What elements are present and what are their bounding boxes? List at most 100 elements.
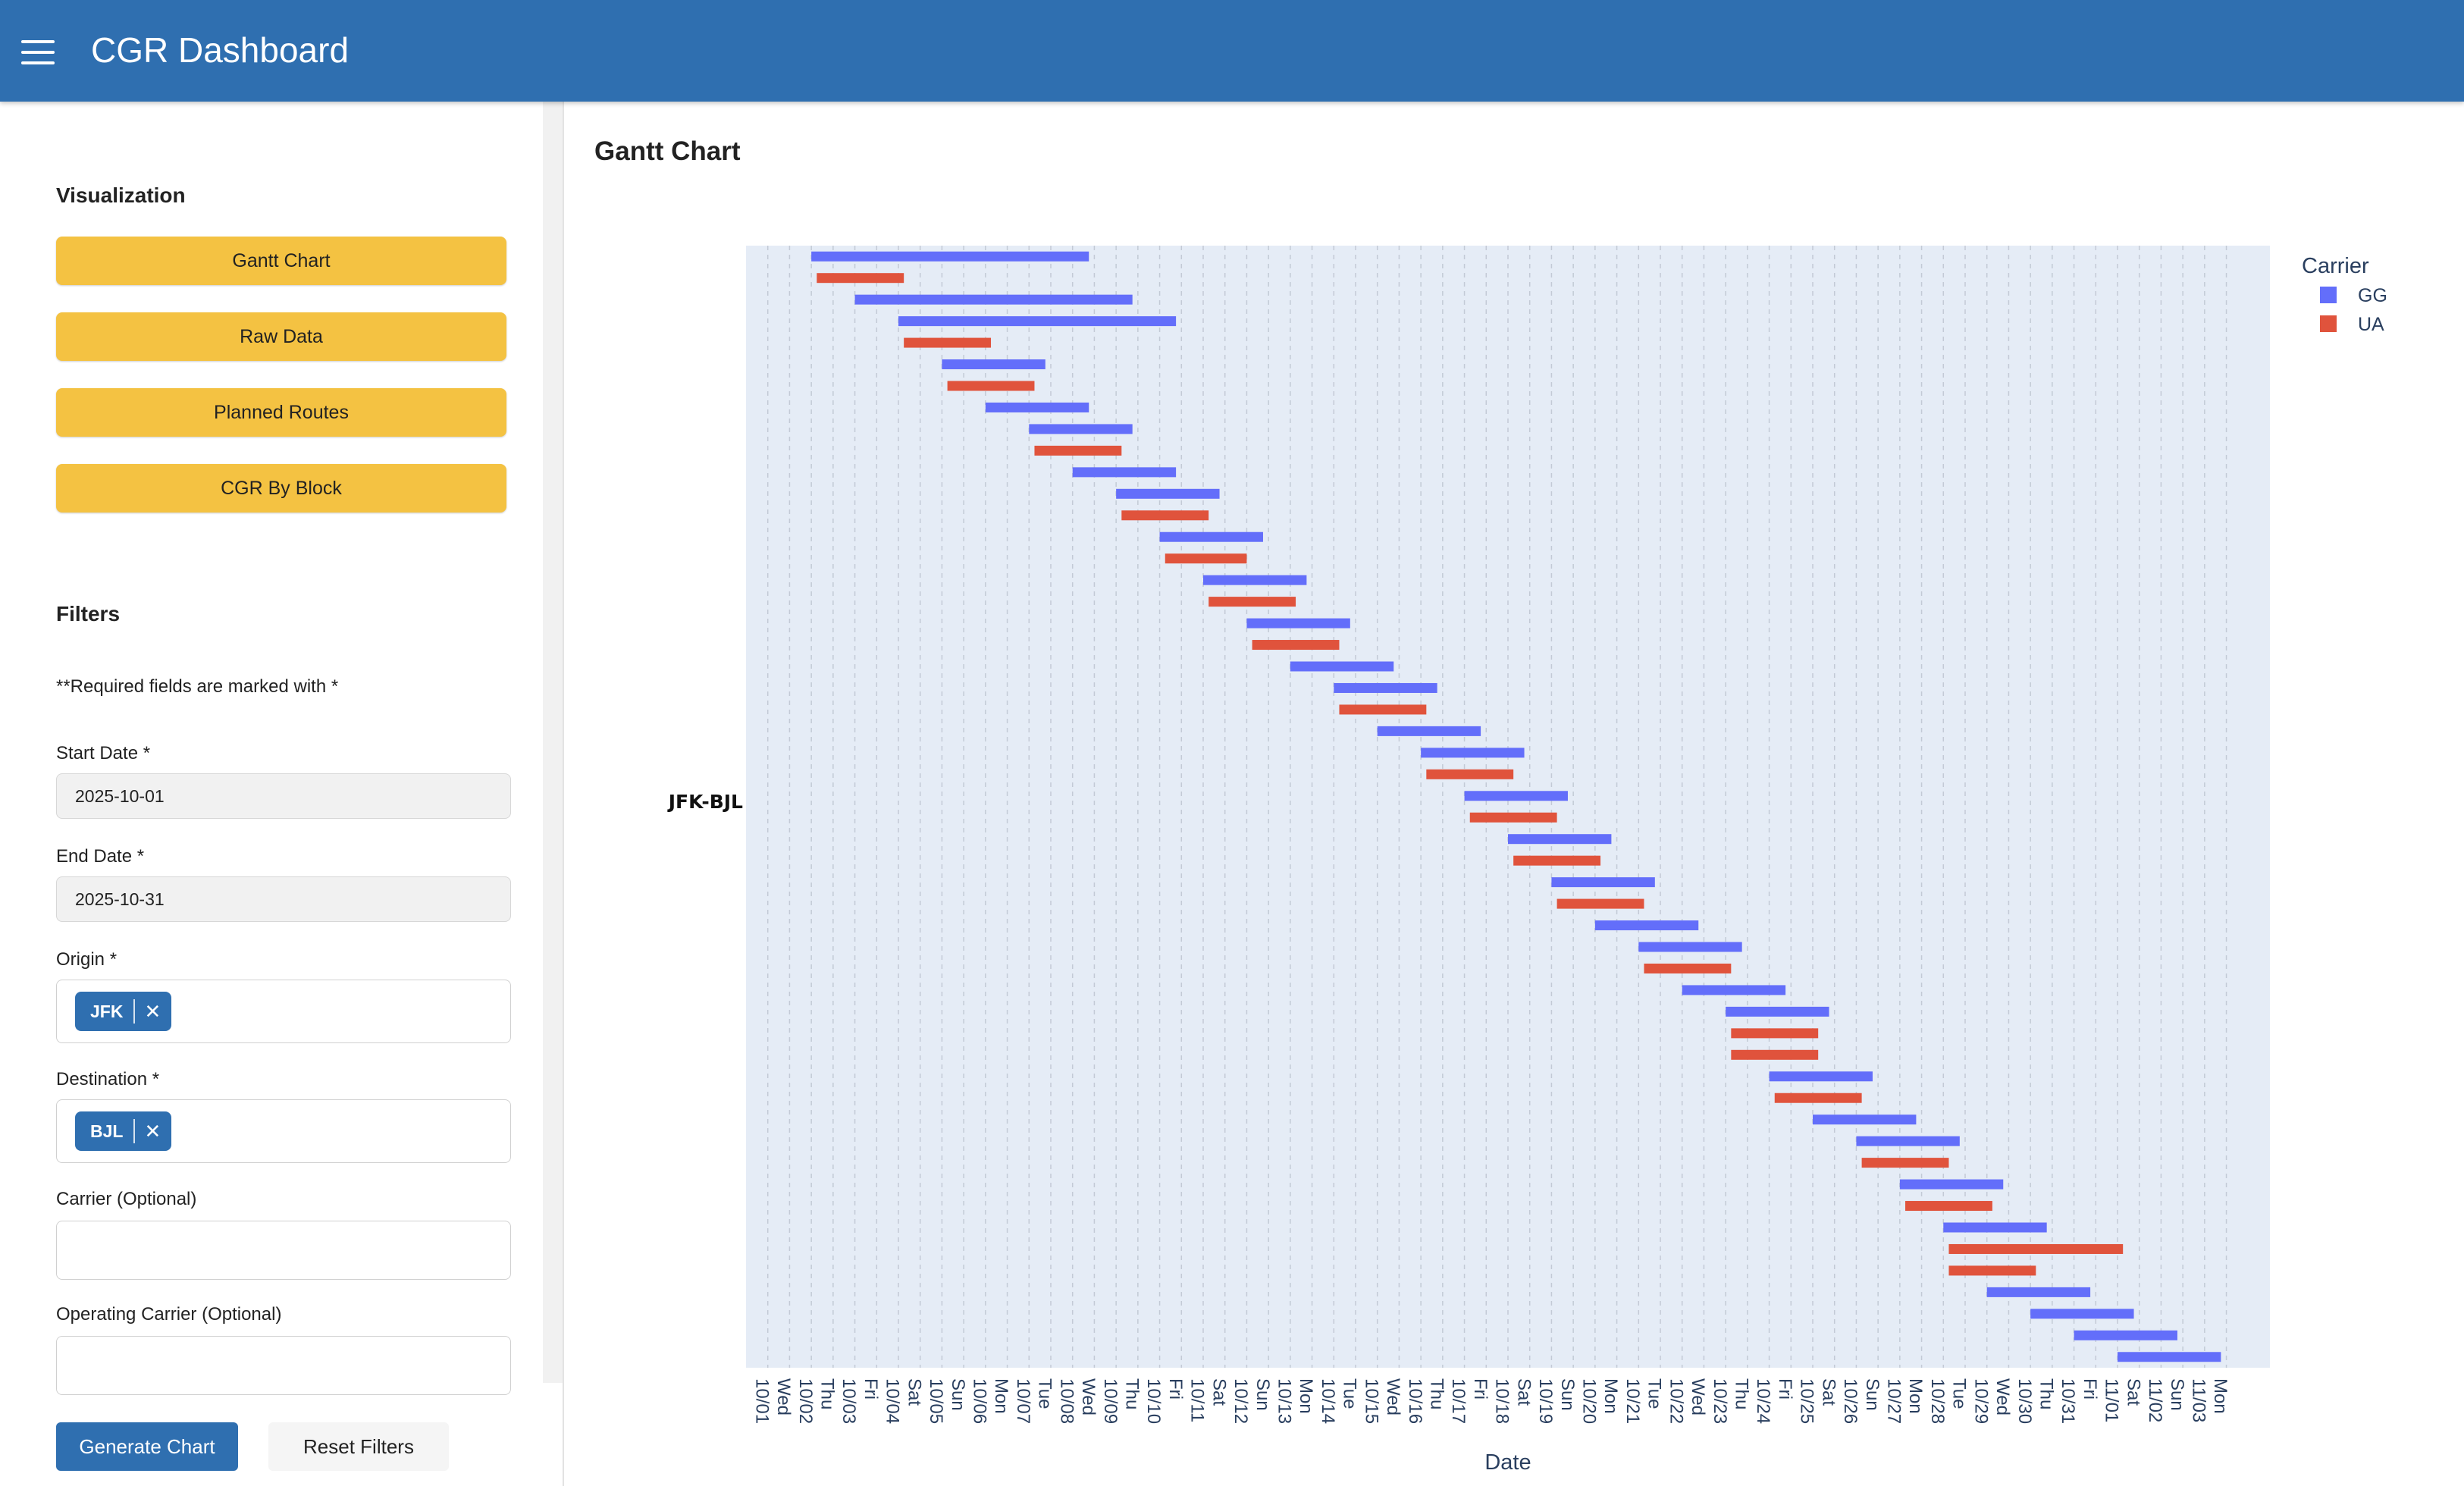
gantt-bar-gg xyxy=(1638,942,1742,952)
x-tick-label: Thu xyxy=(817,1378,838,1409)
sidebar-scrollbar[interactable] xyxy=(543,102,563,1383)
x-tick-label: Sun xyxy=(1862,1378,1882,1411)
gantt-bar-gg xyxy=(1116,488,1220,499)
x-tick-label: Sat xyxy=(1818,1378,1839,1406)
x-tick-label: 10/07 xyxy=(1013,1378,1033,1424)
x-tick-label: 10/24 xyxy=(1753,1378,1773,1424)
gantt-bar-ua xyxy=(1034,445,1122,456)
end-date-input[interactable] xyxy=(56,876,511,922)
origin-chip-label: JFK xyxy=(90,1001,124,1021)
x-tick-label: 10/05 xyxy=(926,1378,946,1424)
x-tick-label: Sun xyxy=(1557,1378,1578,1411)
remove-origin-icon[interactable]: ✕ xyxy=(144,999,161,1023)
gantt-bar-gg xyxy=(1159,531,1263,542)
legend-swatch-ua xyxy=(2320,315,2337,332)
app-title: CGR Dashboard xyxy=(91,30,350,70)
x-tick-label: 10/08 xyxy=(1056,1378,1077,1424)
legend-title: Carrier xyxy=(2302,254,2369,278)
gantt-bar-ua xyxy=(1208,597,1296,607)
gantt-bar-ua xyxy=(1644,963,1732,973)
x-tick-label: Tue xyxy=(1340,1378,1360,1409)
x-tick-label: Mon xyxy=(991,1378,1011,1414)
start-date-label: Start Date * xyxy=(56,743,151,763)
x-tick-label: 10/04 xyxy=(882,1378,903,1424)
x-tick-label: Fri xyxy=(1165,1378,1186,1400)
gantt-bar-gg xyxy=(942,359,1045,370)
gantt-bar-ua xyxy=(904,337,992,348)
x-tick-label: 10/01 xyxy=(751,1378,772,1424)
origin-chip: JFK ✕ xyxy=(75,992,172,1031)
x-tick-label: Fri xyxy=(2080,1378,2100,1400)
x-tick-label: 10/02 xyxy=(795,1378,816,1424)
filters-section-title: Filters xyxy=(56,602,121,625)
end-date-label: End Date * xyxy=(56,846,145,867)
raw-data-button[interactable]: Raw Data xyxy=(56,312,506,361)
remove-destination-icon[interactable]: ✕ xyxy=(144,1119,161,1143)
reset-filters-button[interactable]: Reset Filters xyxy=(268,1422,449,1471)
destination-select[interactable]: BJL ✕ xyxy=(56,1099,511,1163)
x-tick-label: 10/17 xyxy=(1448,1378,1469,1424)
gantt-bar-gg xyxy=(985,402,1089,412)
x-tick-label: 10/06 xyxy=(970,1378,990,1424)
x-tick-label: 10/27 xyxy=(1884,1378,1904,1424)
x-tick-label: 10/29 xyxy=(1970,1378,1991,1424)
top-app-bar: CGR Dashboard xyxy=(0,0,2464,102)
gantt-bar-gg xyxy=(1769,1071,1873,1082)
plot-area xyxy=(746,246,2270,1368)
gantt-bar-ua xyxy=(1948,1265,2036,1276)
x-tick-label: 10/21 xyxy=(1622,1378,1643,1424)
gantt-bar-gg xyxy=(1943,1222,2047,1233)
x-tick-label: 10/16 xyxy=(1405,1378,1425,1424)
x-tick-label: 10/19 xyxy=(1535,1378,1556,1424)
gantt-bar-gg xyxy=(1986,1287,2091,1297)
x-tick-label: 10/03 xyxy=(839,1378,859,1424)
destination-label: Destination * xyxy=(56,1069,160,1089)
legend-swatch-gg xyxy=(2320,287,2337,303)
destination-chip-label: BJL xyxy=(90,1121,124,1141)
gantt-bar-gg xyxy=(1594,920,1699,931)
x-tick-label: 10/26 xyxy=(1840,1378,1861,1424)
x-tick-label: 10/28 xyxy=(1927,1378,1948,1424)
x-tick-label: Fri xyxy=(861,1378,881,1400)
x-tick-label: Sat xyxy=(1513,1378,1534,1406)
gantt-bar-ua xyxy=(1513,855,1601,866)
operating-carrier-label: Operating Carrier (Optional) xyxy=(56,1304,282,1325)
gantt-bar-ua xyxy=(947,381,1035,391)
x-tick-label: 10/12 xyxy=(1230,1378,1251,1424)
x-tick-label: Tue xyxy=(1644,1378,1665,1409)
origin-label: Origin * xyxy=(56,949,118,970)
gantt-bar-ua xyxy=(1731,1028,1819,1039)
origin-select[interactable]: JFK ✕ xyxy=(56,980,511,1043)
gantt-bar-gg xyxy=(1246,618,1350,629)
x-tick-label: 11/02 xyxy=(2145,1378,2165,1422)
gantt-bar-ua xyxy=(1774,1093,1862,1103)
generate-chart-button[interactable]: Generate Chart xyxy=(56,1422,238,1471)
x-tick-label: 10/09 xyxy=(1100,1378,1121,1424)
x-tick-label: Sat xyxy=(904,1378,924,1406)
destination-chip: BJL ✕ xyxy=(75,1111,172,1151)
planned-routes-button[interactable]: Planned Routes xyxy=(56,388,506,437)
gantt-bar-ua xyxy=(1731,1049,1819,1060)
gantt-chart-button[interactable]: Gantt Chart xyxy=(56,237,506,285)
hamburger-menu-icon[interactable] xyxy=(21,40,55,64)
gantt-bar-gg xyxy=(1421,748,1525,758)
x-tick-label: 10/23 xyxy=(1710,1378,1730,1424)
x-tick-label: Wed xyxy=(1688,1378,1708,1415)
operating-carrier-input[interactable] xyxy=(56,1336,511,1395)
x-tick-label: 10/25 xyxy=(1797,1378,1817,1424)
gantt-bar-ua xyxy=(1469,812,1557,823)
gantt-bar-gg xyxy=(2030,1309,2134,1319)
cgr-by-block-button[interactable]: CGR By Block xyxy=(56,464,506,513)
x-tick-label: 11/03 xyxy=(2189,1378,2209,1422)
x-tick-label: 10/18 xyxy=(1492,1378,1513,1424)
gantt-bar-gg xyxy=(1072,467,1177,478)
gantt-bar-gg xyxy=(1203,575,1307,585)
chip-divider xyxy=(133,1119,136,1143)
carrier-input[interactable] xyxy=(56,1221,511,1280)
start-date-input[interactable] xyxy=(56,773,511,819)
x-tick-label: 10/15 xyxy=(1361,1378,1381,1424)
gantt-bar-gg xyxy=(2074,1330,2177,1340)
x-tick-label: Sun xyxy=(948,1378,968,1411)
x-tick-label: 10/22 xyxy=(1666,1378,1686,1424)
x-tick-label: 10/10 xyxy=(1143,1378,1164,1424)
